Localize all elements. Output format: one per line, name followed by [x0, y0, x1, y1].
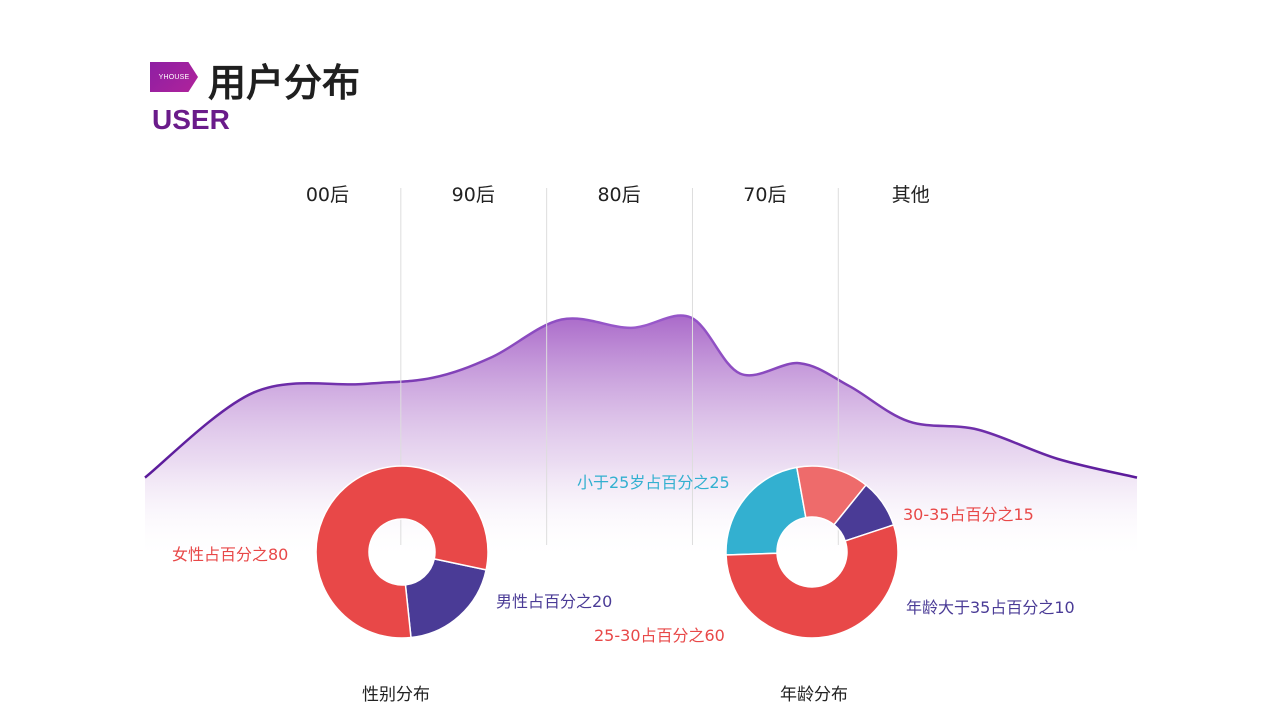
- donut-slice: [404, 557, 488, 639]
- category-label: 70后: [743, 184, 787, 206]
- donut-label-over-35: 年龄大于35占百分之10: [906, 598, 1075, 617]
- donut-slice: [725, 466, 807, 556]
- donut-slice: [725, 523, 899, 639]
- donut-title-gender: 性别分布: [362, 685, 430, 705]
- donut-label-25-30: 25-30占百分之60: [594, 626, 725, 645]
- category-label: 00后: [305, 184, 349, 206]
- category-label: 80后: [597, 184, 641, 206]
- donut-label-male: 男性占百分之20: [496, 592, 613, 611]
- donut-layer: [315, 465, 899, 639]
- category-label: 90后: [451, 184, 495, 206]
- category-label: 其他: [891, 184, 930, 206]
- donut-slice: [315, 465, 489, 639]
- donut-title-age: 年龄分布: [780, 685, 848, 705]
- yhouse-logo: YHOUSE: [150, 62, 198, 92]
- page-subtitle: USER: [152, 104, 230, 135]
- donut-label-under-25: 小于25岁占百分之25: [577, 473, 730, 492]
- distribution-curve: [144, 314, 1138, 479]
- donut-label-30-35: 30-35占百分之15: [903, 505, 1034, 524]
- page-title: 用户分布: [208, 61, 361, 105]
- donut-label-female: 女性占百分之80: [172, 545, 289, 564]
